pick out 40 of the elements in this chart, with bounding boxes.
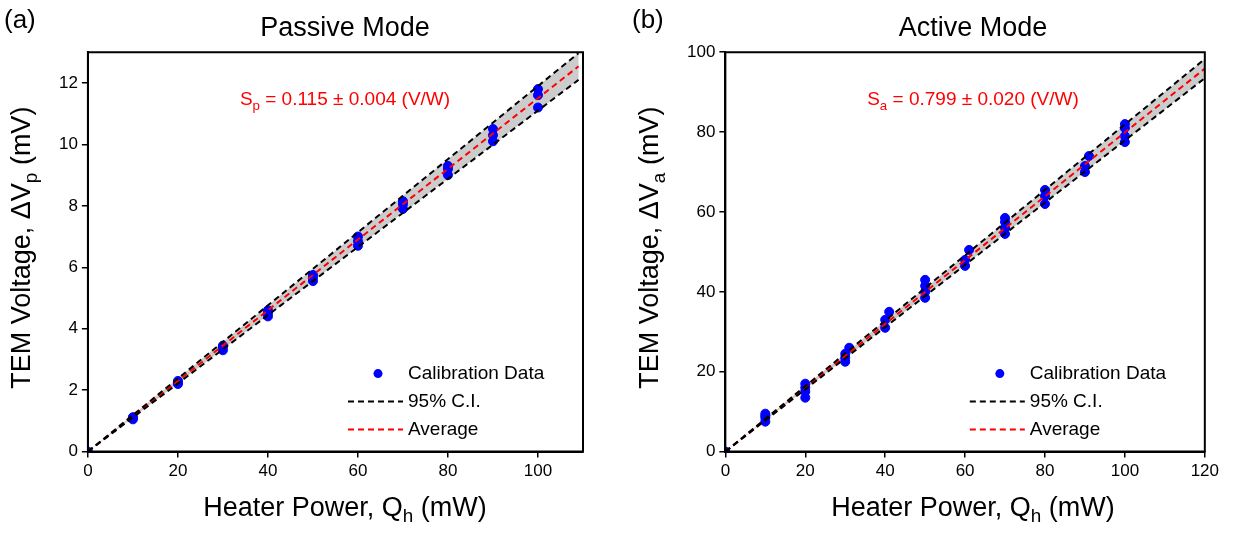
legend-label: Average (408, 417, 479, 439)
text: (a) (4, 4, 36, 35)
y-tick-label: 6 (68, 256, 78, 276)
y-tick-label: 80 (696, 121, 716, 141)
x-tick-label: 60 (955, 461, 975, 481)
x-tick-label: 60 (348, 461, 368, 481)
text: (b) (632, 4, 664, 35)
legend-label: 95% C.I. (1029, 389, 1103, 411)
y-tick-label: 0 (68, 441, 78, 461)
x-tick-label: 20 (795, 461, 815, 481)
y-tick-label: 8 (68, 195, 78, 215)
annotation: S$_{a}$ = 0.799 ± 0.020 (V/W) (866, 88, 1080, 113)
annotation: S$_{p}$ = 0.115 ± 0.004 (V/W) (238, 88, 452, 113)
y-tick-label: 10 (58, 134, 78, 154)
x-tick-label: 0 (83, 461, 93, 481)
x-axis-title: Heater Power, Q$_{h}$ (mW) (830, 492, 1116, 528)
x-tick-label: 40 (875, 461, 895, 481)
x-tick-label: 80 (438, 461, 458, 481)
y-tick-label: 60 (696, 201, 716, 221)
x-tick-label: 40 (258, 461, 278, 481)
y-tick-label: 12 (58, 72, 78, 92)
chart-title: Passive Mode (259, 12, 431, 43)
x-tick-label: 100 (523, 461, 553, 481)
legend-label: 95% C.I. (408, 389, 481, 411)
x-tick-label: 120 (1190, 461, 1220, 481)
x-tick-label: 20 (168, 461, 188, 481)
y-tick-label: 100 (686, 41, 716, 61)
x-tick-label: 80 (1035, 461, 1055, 481)
x-tick-label: 100 (1110, 461, 1140, 481)
y-tick-label: 2 (68, 379, 78, 399)
legend-label: Calibration Data (1029, 361, 1167, 383)
y-tick-label: 4 (68, 318, 78, 338)
y-tick-label: 20 (696, 361, 716, 381)
x-axis-title: Heater Power, Q$_{h}$ (mW) (202, 492, 488, 528)
x-tick-label: 0 (720, 461, 731, 481)
legend-label: Average (1029, 417, 1101, 439)
legend-label: Calibration Data (408, 361, 545, 383)
chart-title: Active Mode (897, 12, 1049, 43)
y-tick-label: 40 (696, 281, 716, 301)
y-tick-label: 0 (705, 441, 716, 461)
